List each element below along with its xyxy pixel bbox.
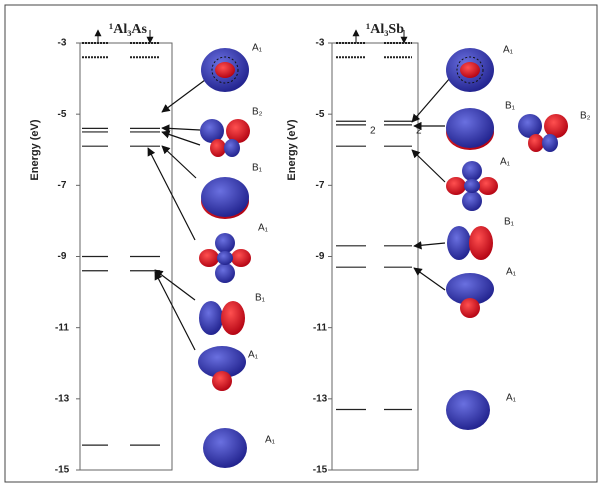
orbital-label: A₁ [265, 435, 276, 446]
orbital-label: B₁ [252, 163, 263, 174]
orbital [446, 273, 494, 318]
lobe [460, 298, 480, 318]
orbital [203, 428, 247, 468]
lobe [460, 62, 480, 78]
orbital-label: B₁ [504, 217, 515, 228]
y-tick-label: -13 [313, 393, 328, 404]
arrow [414, 268, 445, 290]
y-tick-label: -11 [55, 322, 69, 333]
lobe [200, 119, 224, 143]
orbital [446, 161, 498, 211]
arrow [162, 128, 200, 130]
orbital-label: A₁ [506, 267, 517, 278]
arrow [162, 80, 205, 112]
arrow [162, 132, 200, 145]
orbital [518, 114, 568, 152]
orbital [200, 119, 250, 157]
degeneracy-label: 2 [370, 125, 376, 136]
orbital [201, 48, 249, 92]
arrow [412, 150, 445, 182]
lobe [199, 301, 223, 335]
y-axis-label: Energy (eV) [286, 119, 298, 180]
panel-title: ¹Al₃Sb [366, 22, 404, 37]
lobe [544, 114, 568, 138]
lobe [201, 177, 249, 217]
lobe [212, 371, 232, 391]
orbital-label: A₁ [248, 350, 259, 361]
orbital [201, 177, 249, 219]
y-tick-label: -3 [316, 38, 325, 49]
figure: -3 -5 -7 -9 -11 -13 -15 Energy (eV) ¹Al₃As A₁ B₂ B₁… [0, 0, 603, 487]
arrow [162, 146, 196, 178]
lobe [447, 226, 471, 260]
orbital-label: A₁ [252, 43, 263, 54]
plot-frame [332, 43, 418, 470]
arrow [155, 272, 195, 350]
y-tick-label: -7 [58, 180, 67, 191]
lobe [462, 161, 482, 181]
lobe [215, 263, 235, 283]
lobe [215, 62, 235, 78]
y-tick-label: -9 [58, 251, 67, 262]
lobe [210, 139, 226, 157]
orbital [446, 48, 494, 92]
arrow [414, 243, 445, 246]
lobe [446, 390, 490, 430]
lobe [224, 139, 240, 157]
lobe [217, 251, 233, 265]
lobe [528, 134, 544, 152]
orbital-label: B₁ [505, 101, 516, 112]
panel-title: ¹Al₃As [109, 22, 148, 37]
figure-border [5, 5, 597, 482]
lobe [542, 134, 558, 152]
y-tick-label: -11 [313, 322, 327, 333]
orbital [446, 108, 494, 150]
orbital [198, 346, 246, 391]
lobe [518, 114, 542, 138]
orbital [199, 233, 251, 283]
y-tick-label: -15 [313, 465, 328, 476]
orbital [199, 301, 245, 335]
y-tick-label: -5 [316, 109, 325, 120]
degeneracy-label: 2 [416, 125, 422, 136]
y-tick-label: -7 [316, 180, 325, 191]
orbital-label: B₂ [580, 111, 591, 122]
orbital-label: B₁ [255, 293, 266, 304]
orbital [446, 390, 490, 430]
lobe [199, 249, 219, 267]
lobe [464, 179, 480, 193]
orbital-label: A₁ [258, 223, 269, 234]
orbital-label: A₁ [500, 157, 511, 168]
y-axis-label: Energy (eV) [29, 119, 41, 180]
orbital-label: A₁ [503, 45, 514, 56]
y-tick-label: -5 [58, 109, 67, 120]
lobe [462, 191, 482, 211]
y-tick-label: -13 [55, 393, 70, 404]
orbital-label: B₂ [252, 107, 263, 118]
lobe [469, 226, 493, 260]
y-tick-label: -3 [58, 38, 67, 49]
lobe [446, 108, 494, 148]
lobe [446, 177, 466, 195]
orbital [447, 226, 493, 260]
orbital-label: A₁ [506, 393, 517, 404]
lobe [221, 301, 245, 335]
lobe [203, 428, 247, 468]
lobe [226, 119, 250, 143]
y-tick-label: -9 [316, 251, 325, 262]
lobe [231, 249, 251, 267]
lobe [215, 233, 235, 253]
y-tick-label: -15 [55, 465, 70, 476]
lobe [478, 177, 498, 195]
